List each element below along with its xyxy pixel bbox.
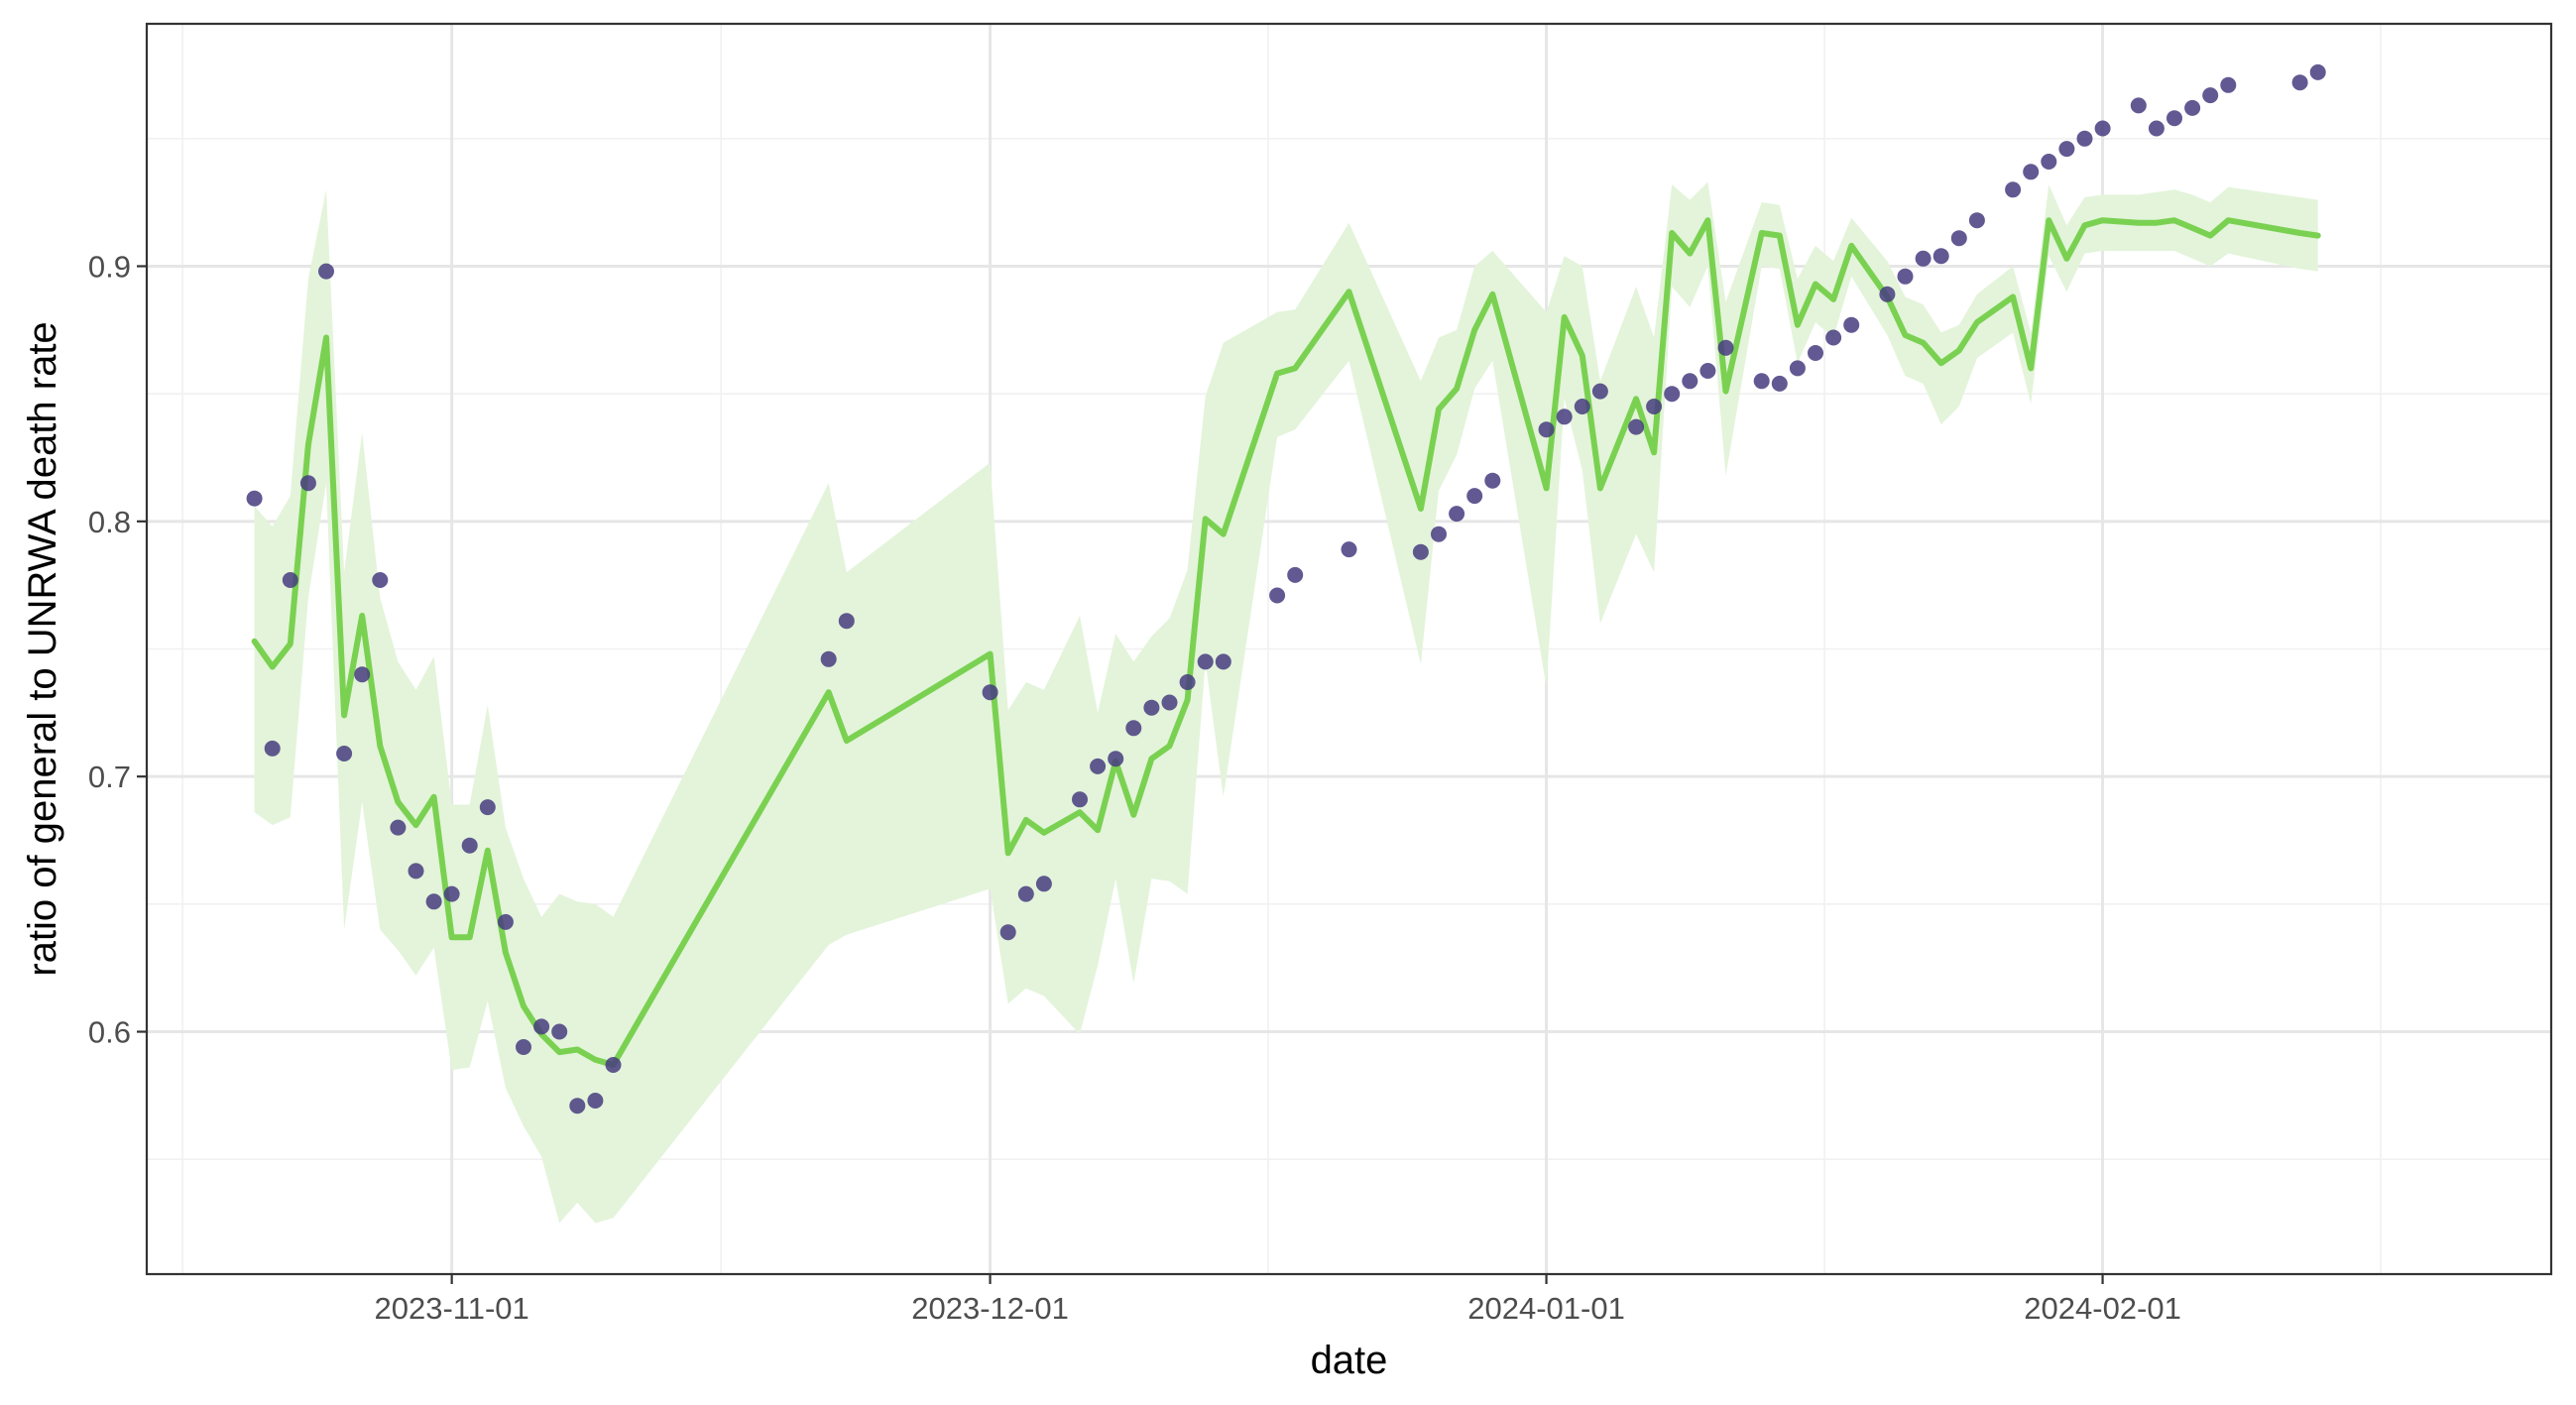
data-point xyxy=(1753,373,1770,390)
data-point xyxy=(1664,386,1681,403)
data-point xyxy=(1431,526,1447,542)
fit-line xyxy=(251,217,2321,1068)
data-point xyxy=(1897,268,1914,285)
data-point xyxy=(1646,399,1663,414)
data-point xyxy=(282,572,298,588)
data-point xyxy=(372,572,389,588)
data-point xyxy=(1108,751,1124,767)
data-point xyxy=(1072,791,1088,808)
data-point xyxy=(1484,472,1501,489)
data-point xyxy=(1556,409,1573,425)
x-tick-label: 2023-12-01 xyxy=(911,1291,1069,1326)
data-point xyxy=(1538,421,1555,438)
data-point xyxy=(1161,694,1178,711)
y-tick-label: 0.9 xyxy=(88,249,131,284)
data-point xyxy=(1449,506,1465,523)
data-point xyxy=(820,650,837,667)
data-point xyxy=(336,746,353,761)
data-point xyxy=(1771,375,1788,392)
data-point xyxy=(1269,587,1286,604)
data-point xyxy=(533,1018,550,1035)
data-point xyxy=(2076,130,2093,147)
data-point xyxy=(425,893,442,910)
data-point xyxy=(1789,360,1806,377)
data-point xyxy=(2094,120,2111,137)
data-point xyxy=(2166,110,2182,127)
data-point xyxy=(1699,363,1716,379)
data-point xyxy=(461,837,478,854)
data-point xyxy=(1090,758,1107,774)
data-point xyxy=(390,819,407,836)
data-point xyxy=(1968,212,1985,229)
data-point xyxy=(1932,248,1949,265)
data-point xyxy=(569,1098,586,1114)
data-point xyxy=(1412,543,1429,560)
data-point xyxy=(1628,418,1645,435)
data-point xyxy=(2005,181,2022,198)
data-point xyxy=(587,1093,604,1109)
data-point xyxy=(2130,97,2147,114)
data-point xyxy=(2291,74,2308,91)
confidence-band xyxy=(254,181,2318,1224)
data-point xyxy=(497,913,514,930)
data-point xyxy=(1143,699,1160,716)
y-axis-title: ratio of general to UNRWA death rate xyxy=(21,321,64,976)
x-tick-label: 2024-01-01 xyxy=(1467,1291,1625,1326)
data-point xyxy=(354,666,371,683)
y-tick-label: 0.6 xyxy=(88,1015,131,1050)
data-point xyxy=(1682,373,1698,390)
data-point xyxy=(1825,329,1842,346)
data-point xyxy=(443,885,460,902)
data-point xyxy=(1197,653,1214,670)
data-point xyxy=(1017,885,1034,902)
x-axis-title: date xyxy=(1311,1339,1388,1382)
data-point xyxy=(1125,720,1142,737)
data-point xyxy=(318,263,334,280)
data-point xyxy=(1591,383,1608,400)
data-point xyxy=(2148,120,2165,137)
x-tick-label: 2024-02-01 xyxy=(2024,1291,2181,1326)
y-tick-label: 0.7 xyxy=(88,760,131,794)
data-point xyxy=(1574,399,1590,414)
y-axis-ticks: 0.6 0.7 0.8 0.9 xyxy=(88,249,147,1050)
data-point xyxy=(246,490,263,507)
data-point xyxy=(2220,76,2237,93)
data-point xyxy=(1717,339,1734,356)
data-point xyxy=(2041,154,2057,170)
data-point xyxy=(1287,566,1304,583)
x-tick-label: 2023-11-01 xyxy=(375,1291,529,1326)
data-points xyxy=(246,63,2326,1114)
data-point xyxy=(551,1023,568,1040)
data-point xyxy=(982,684,998,701)
data-point xyxy=(838,613,855,630)
data-point xyxy=(2184,99,2201,116)
x-axis-ticks: 2023-11-01 2023-12-01 2024-01-01 2024-02-01 xyxy=(375,1274,2181,1326)
data-point xyxy=(2058,141,2075,158)
data-point xyxy=(1808,345,1823,361)
data-point xyxy=(2202,87,2219,104)
data-point xyxy=(1341,541,1357,558)
panel-border xyxy=(145,22,2553,1276)
data-point xyxy=(1915,250,1932,267)
data-point xyxy=(999,924,1016,941)
data-point xyxy=(2023,164,2040,180)
data-point xyxy=(1843,316,1860,333)
data-point xyxy=(299,475,316,492)
data-point xyxy=(516,1039,531,1055)
data-point xyxy=(1466,488,1483,505)
data-point xyxy=(605,1057,622,1073)
data-point xyxy=(408,863,424,879)
data-point xyxy=(1179,674,1196,690)
y-tick-label: 0.8 xyxy=(88,505,131,539)
data-point xyxy=(1215,653,1231,670)
data-point xyxy=(264,740,281,757)
data-point xyxy=(1879,286,1896,302)
data-point xyxy=(2309,63,2326,80)
data-point xyxy=(479,799,496,816)
data-point xyxy=(1950,230,1967,247)
data-point xyxy=(1035,876,1052,892)
